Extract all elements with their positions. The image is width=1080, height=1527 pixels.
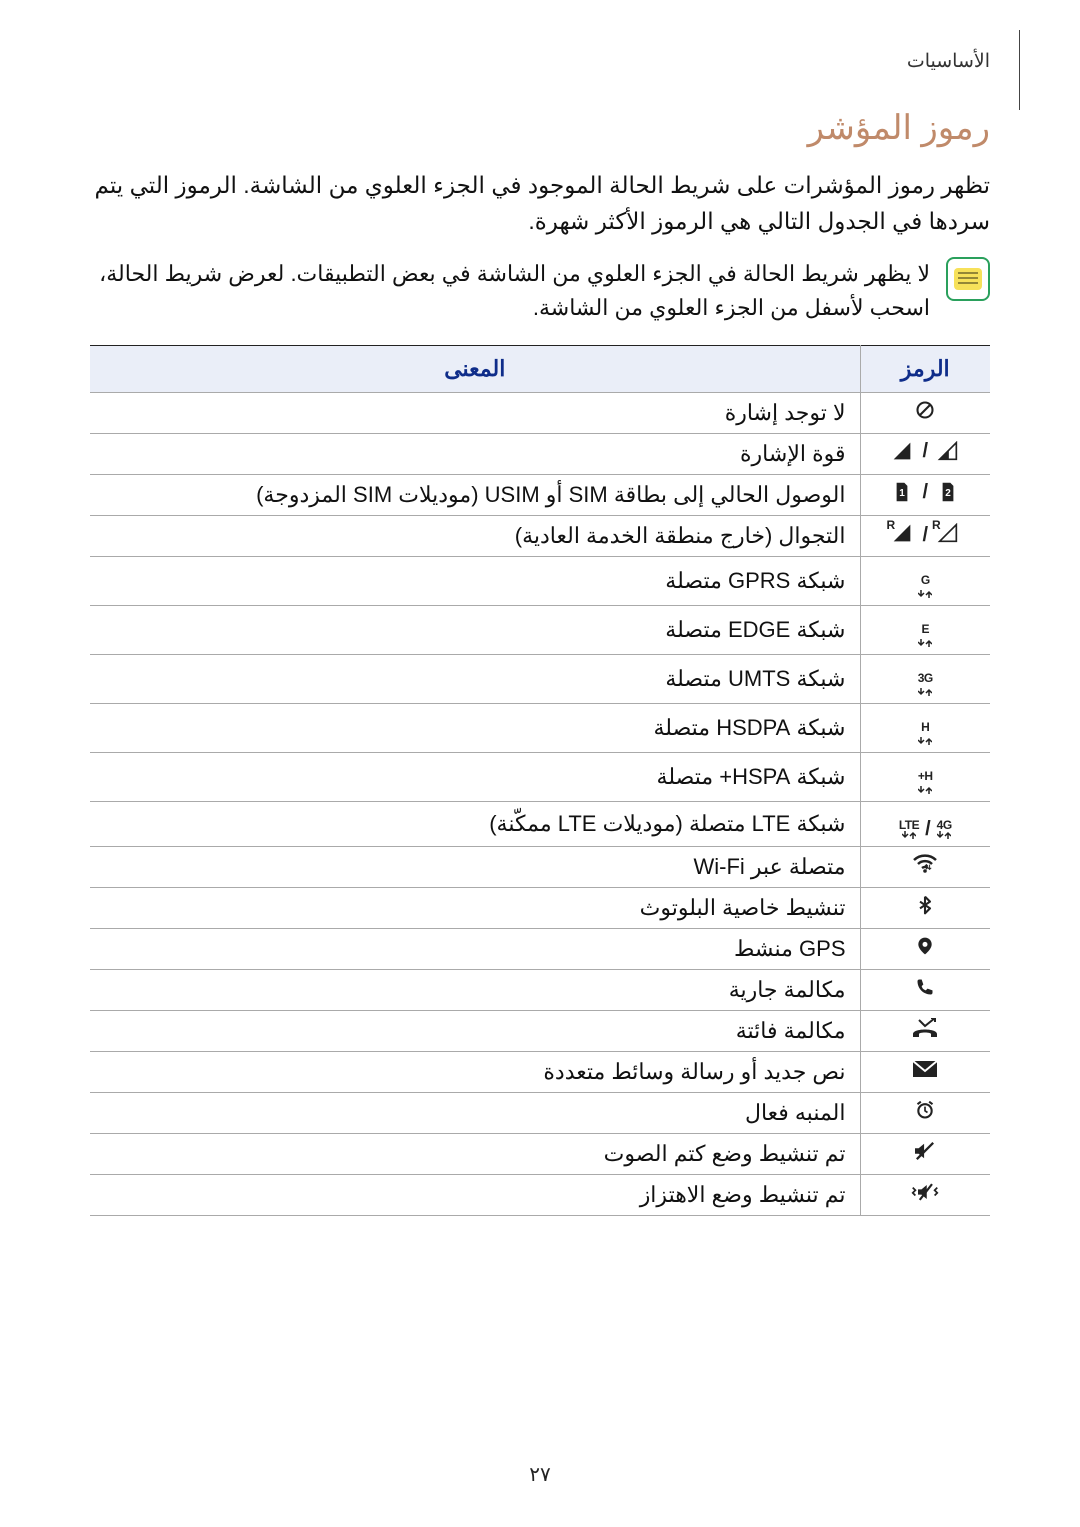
icon-cell: 3G <box>860 655 990 704</box>
icon-cell <box>860 1052 990 1093</box>
mute-icon <box>911 1141 939 1161</box>
meaning-cell: التجوال (خارج منطقة الخدمة العادية) <box>90 516 860 557</box>
icon-cell: LTE / 4G <box>860 802 990 847</box>
no-signal-icon <box>911 400 939 420</box>
table-row: تم تنشيط وضع الاهتزاز <box>90 1175 990 1216</box>
icon-cell <box>860 393 990 434</box>
icon-cell <box>860 1011 990 1052</box>
intro-text: تظهر رموز المؤشرات على شريط الحالة الموج… <box>90 168 990 239</box>
gps-icon <box>911 936 939 956</box>
table-row: متصلة عبر Wi-Fi <box>90 847 990 888</box>
icon-cell <box>860 1175 990 1216</box>
meaning-cell: شبكة HSDPA متصلة <box>90 704 860 753</box>
note-icon <box>946 257 990 301</box>
meaning-cell: متصلة عبر Wi-Fi <box>90 847 860 888</box>
table-row: H شبكة HSDPA متصلة <box>90 704 990 753</box>
svg-text:1: 1 <box>900 488 906 499</box>
hspa-plus-icon: H+ <box>918 770 933 794</box>
table-row: E شبكة EDGE متصلة <box>90 606 990 655</box>
wifi-icon <box>911 854 939 874</box>
call-icon <box>911 977 939 997</box>
meaning-cell: لا توجد إشارة <box>90 393 860 434</box>
hsdpa-icon: H <box>918 721 932 745</box>
table-row: 3G شبكة UMTS متصلة <box>90 655 990 704</box>
table-header-icon: الرمز <box>860 346 990 393</box>
icon-cell <box>860 970 990 1011</box>
edge-icon: E <box>918 623 932 647</box>
section-title: رموز المؤشر <box>90 108 990 148</box>
table-row: / قوة الإشارة <box>90 434 990 475</box>
icon-cell <box>860 929 990 970</box>
meaning-cell: شبكة GPRS متصلة <box>90 557 860 606</box>
icon-cell: / <box>860 434 990 475</box>
table-row: 1 / 2 الوصول الحالي إلى بطاقة SIM أو USI… <box>90 475 990 516</box>
icon-cell: H <box>860 704 990 753</box>
table-row: نص جديد أو رسالة وسائط متعددة <box>90 1052 990 1093</box>
table-row: G شبكة GPRS متصلة <box>90 557 990 606</box>
table-row: LTE / 4G شبكة LTE متصلة (موديلات LTE ممك… <box>90 802 990 847</box>
page-number: ٢٧ <box>0 1462 1080 1487</box>
sim-card-icon: 1 / 2 <box>888 482 962 502</box>
roaming-icon: R / R <box>888 523 962 547</box>
meaning-cell: شبكة HSPA+ متصلة <box>90 753 860 802</box>
meaning-cell: تنشيط خاصية البلوتوث <box>90 888 860 929</box>
meaning-cell: مكالمة فائتة <box>90 1011 860 1052</box>
table-header-row: الرمز المعنى <box>90 346 990 393</box>
icon-cell <box>860 847 990 888</box>
meaning-cell: مكالمة جارية <box>90 970 860 1011</box>
icon-cell <box>860 1134 990 1175</box>
bluetooth-icon <box>911 895 939 915</box>
breadcrumb: الأساسيات <box>90 50 990 73</box>
meaning-cell: تم تنشيط وضع الاهتزاز <box>90 1175 860 1216</box>
page-margin-line <box>1008 30 1020 110</box>
table-row: H+ شبكة HSPA+ متصلة <box>90 753 990 802</box>
meaning-cell: شبكة UMTS متصلة <box>90 655 860 704</box>
vibrate-icon <box>911 1182 939 1202</box>
message-icon <box>911 1059 939 1079</box>
icon-cell: 1 / 2 <box>860 475 990 516</box>
indicator-icons-table: الرمز المعنى لا توجد إشارة / قوة الإشارة… <box>90 345 990 1216</box>
meaning-cell: قوة الإشارة <box>90 434 860 475</box>
table-header-meaning: المعنى <box>90 346 860 393</box>
icon-cell: H+ <box>860 753 990 802</box>
note-box: لا يظهر شريط الحالة في الجزء العلوي من ا… <box>90 257 990 325</box>
note-text: لا يظهر شريط الحالة في الجزء العلوي من ا… <box>90 257 930 325</box>
table-row: لا توجد إشارة <box>90 393 990 434</box>
meaning-cell: شبكة LTE متصلة (موديلات LTE ممكّنة) <box>90 802 860 847</box>
meaning-cell: GPS منشط <box>90 929 860 970</box>
alarm-icon <box>911 1100 939 1120</box>
icon-cell <box>860 1093 990 1134</box>
icon-cell <box>860 888 990 929</box>
table-row: مكالمة فائتة <box>90 1011 990 1052</box>
icon-cell: G <box>860 557 990 606</box>
icon-cell: R / R <box>860 516 990 557</box>
table-row: GPS منشط <box>90 929 990 970</box>
gprs-icon: G <box>918 574 932 598</box>
lte-icon: LTE / 4G <box>899 819 952 839</box>
svg-text:2: 2 <box>945 488 951 499</box>
icon-cell: E <box>860 606 990 655</box>
meaning-cell: المنبه فعال <box>90 1093 860 1134</box>
meaning-cell: الوصول الحالي إلى بطاقة SIM أو USIM (مود… <box>90 475 860 516</box>
table-row: مكالمة جارية <box>90 970 990 1011</box>
meaning-cell: نص جديد أو رسالة وسائط متعددة <box>90 1052 860 1093</box>
missed-call-icon <box>911 1018 939 1038</box>
signal-strength-icon: / <box>888 441 962 461</box>
table-row: المنبه فعال <box>90 1093 990 1134</box>
meaning-cell: شبكة EDGE متصلة <box>90 606 860 655</box>
table-row: R / R التجوال (خارج منطقة الخدمة العادية… <box>90 516 990 557</box>
meaning-cell: تم تنشيط وضع كتم الصوت <box>90 1134 860 1175</box>
umts-icon: 3G <box>918 672 933 696</box>
table-row: تنشيط خاصية البلوتوث <box>90 888 990 929</box>
table-row: تم تنشيط وضع كتم الصوت <box>90 1134 990 1175</box>
